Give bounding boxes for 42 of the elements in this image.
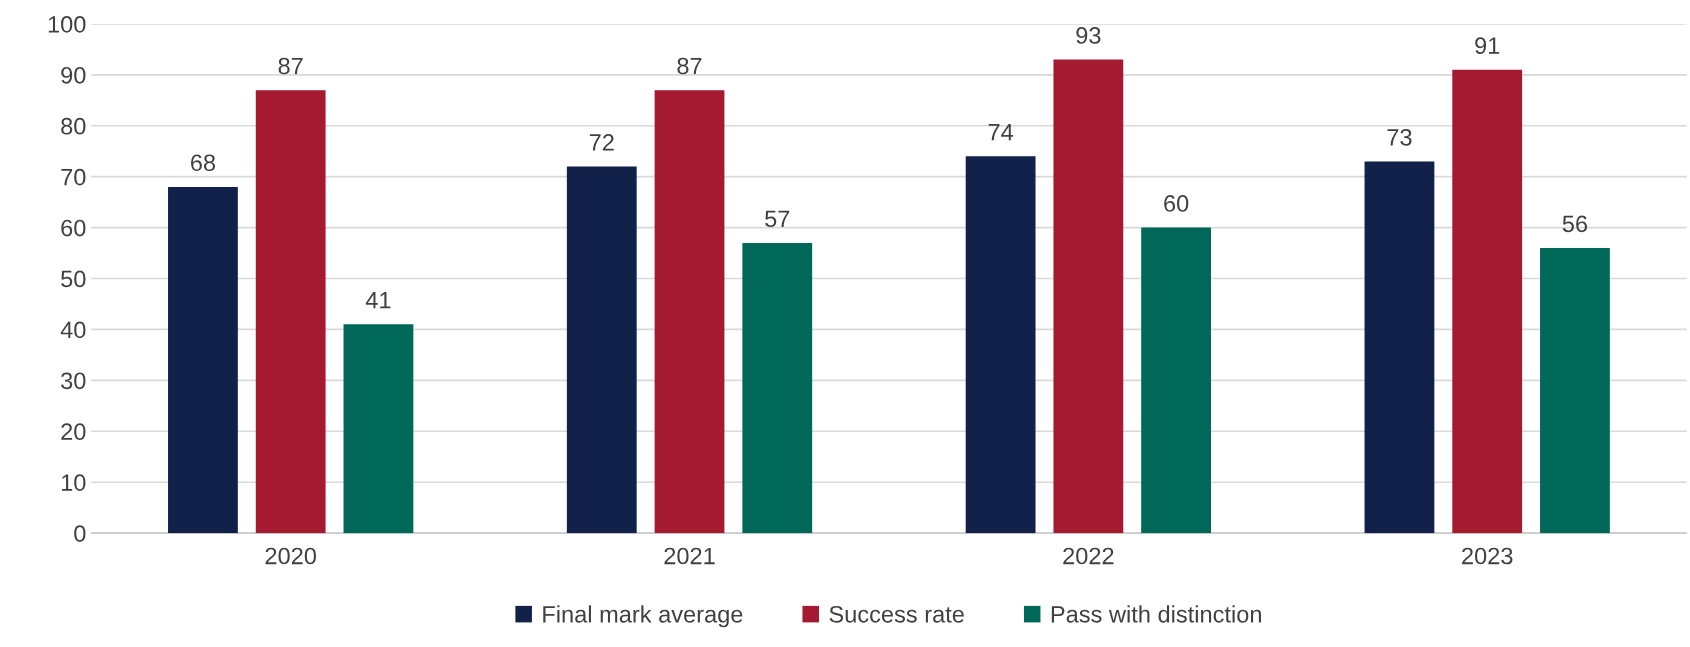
data-label: 41 [365,292,391,309]
y-tick-label: 70 [61,168,86,186]
legend-label: Final mark average [543,605,743,628]
bar [742,242,813,534]
x-tick-label: 2020 [265,547,317,565]
data-label: 60 [1164,195,1189,212]
bar [1364,161,1435,534]
bar [343,324,414,534]
bar [255,90,326,534]
y-tick-label: 20 [61,423,86,441]
y-tick-label: 40 [60,321,86,339]
bar [566,166,637,534]
bar [1053,59,1124,534]
data-label: 91 [1475,37,1500,54]
y-tick-label: 100 [48,16,86,33]
data-label: 57 [765,210,790,228]
data-label: 87 [677,57,702,75]
bar [168,186,238,534]
y-tick-label: 30 [61,372,86,390]
y-tick-label: 50 [61,270,86,288]
bar [1452,69,1523,534]
bar [965,156,1036,534]
x-tick-label: 2021 [664,547,715,565]
bar [1141,227,1211,534]
y-tick-label: 90 [61,66,86,84]
x-tick-label: 2022 [1063,547,1114,565]
data-label: 87 [278,57,303,75]
y-tick-label: 10 [61,474,86,491]
y-tick-label: 60 [61,219,86,237]
bar [654,90,725,534]
x-tick-label: 2023 [1462,547,1513,565]
data-label: 68 [191,154,216,172]
data-label: 72 [589,134,614,151]
data-label: 73 [1387,128,1412,146]
legend-label: Pass with distinction [1051,605,1261,623]
y-tick-label: 80 [61,117,86,135]
data-label: 56 [1562,215,1588,233]
data-label: 93 [1076,27,1101,44]
legend-label: Success rate [829,605,964,623]
data-label: 74 [988,124,1014,141]
y-tick-label: 0 [74,525,86,542]
bar [1540,247,1610,534]
